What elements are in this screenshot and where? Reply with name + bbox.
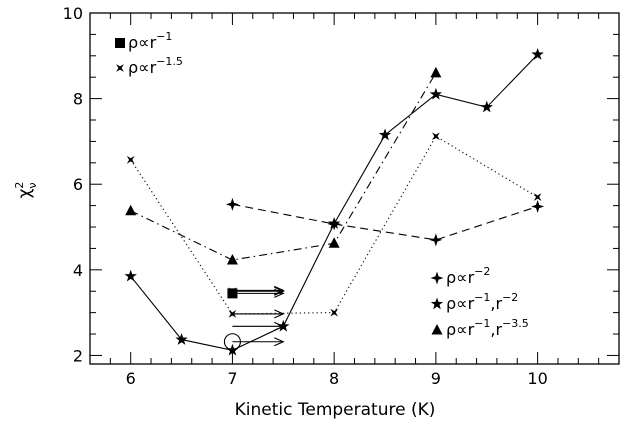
limit-arrow-head	[274, 309, 285, 319]
legend-exponent: −2	[474, 265, 490, 278]
marker-layer	[124, 48, 545, 356]
y-tick-label: 6	[73, 175, 83, 194]
triangle-mark	[125, 204, 137, 216]
data-point	[531, 199, 545, 213]
data-point	[378, 128, 392, 141]
star-mark	[429, 87, 443, 100]
y-tick-label: 8	[73, 90, 83, 109]
limit-arrow-head	[274, 286, 285, 296]
highlight-circle	[223, 333, 241, 351]
data-point	[175, 333, 188, 345]
legend-marker	[430, 297, 444, 310]
legend-marker	[431, 324, 443, 335]
legend-label: ρ∝r−1.5	[128, 55, 183, 77]
fourstar-mark	[430, 271, 444, 285]
star-mark	[531, 48, 544, 60]
series-layer	[130, 54, 538, 351]
legend-exponent: −2	[502, 291, 518, 304]
star-mark	[480, 100, 493, 113]
legend-base: ρ∝r	[446, 320, 475, 339]
data-point	[124, 269, 137, 282]
legend-label: ρ∝r−2	[446, 265, 490, 287]
cross-mark	[431, 132, 440, 141]
data-point	[429, 87, 443, 100]
legend-exponent: −1.5	[156, 55, 183, 68]
star-mark	[378, 128, 392, 141]
legend-label: ρ∝r−1	[128, 30, 172, 52]
star-mark	[277, 319, 290, 332]
legend-base: ρ∝r	[446, 294, 475, 313]
data-point	[277, 319, 290, 332]
data-point	[126, 155, 135, 164]
legend-marker	[115, 38, 125, 48]
data-point	[330, 308, 339, 317]
legend-layer: ρ∝r−1ρ∝r−1.5ρ∝r−2ρ∝r−1,r−2ρ∝r−1,r−3.5	[115, 30, 529, 339]
cross-mark	[330, 308, 339, 317]
legend-label: ρ∝r−1,r−2	[446, 291, 518, 313]
data-point	[225, 197, 239, 211]
star-mark	[430, 297, 444, 310]
y-axis-title: χ2ν	[13, 182, 39, 199]
tick-layer: 6 7 8 9 10 2 4 6 8 10	[63, 4, 620, 388]
triangle-mark	[328, 237, 340, 248]
data-point	[431, 132, 440, 141]
legend-exponent: −3.5	[502, 317, 529, 330]
x-tick-label: 10	[527, 369, 547, 388]
fourstar-mark	[225, 197, 239, 211]
triangle-mark	[226, 253, 238, 265]
data-point	[125, 204, 137, 216]
limit-arrow-head	[274, 285, 285, 295]
square-mark	[115, 38, 125, 48]
x-axis-title: Kinetic Temperature (K)	[235, 400, 436, 420]
cross-mark	[116, 64, 124, 72]
series-line	[130, 54, 538, 351]
legend-label: ρ∝r−1,r−3.5	[446, 317, 529, 339]
series-line	[232, 203, 538, 241]
legend-exponent: −1	[474, 317, 490, 330]
data-point	[327, 217, 341, 229]
data-point	[430, 66, 442, 78]
data-point	[226, 253, 238, 265]
y-tick-label: 4	[73, 261, 83, 280]
data-point	[328, 237, 340, 248]
data-point	[429, 233, 443, 247]
x-tick-label: 9	[431, 369, 441, 388]
legend-base: ,r	[490, 294, 502, 313]
triangle-mark	[431, 324, 443, 335]
legend-base: ρ∝r	[128, 33, 157, 52]
y-tick-label: 2	[73, 346, 83, 365]
limit-arrow-head	[274, 337, 285, 347]
legend-marker	[430, 271, 444, 285]
x-tick-label: 6	[126, 369, 136, 388]
y-axis-sub: ν	[26, 182, 39, 188]
legend-base: ρ∝r	[128, 58, 157, 77]
y-axis-chi: χ	[15, 188, 35, 198]
fourstar-mark	[429, 233, 443, 247]
star-mark	[124, 269, 137, 282]
y-tick-label: 10	[63, 4, 83, 23]
star-mark	[175, 333, 188, 345]
series-line	[130, 72, 437, 261]
legend-exponent: −1	[474, 291, 490, 304]
cross-mark	[533, 193, 542, 201]
data-point	[533, 193, 542, 201]
x-tick-label: 7	[227, 369, 237, 388]
star-mark	[327, 217, 341, 229]
cross-mark	[126, 155, 135, 164]
legend-base: ,r	[490, 320, 502, 339]
y-axis-sup: 2	[13, 182, 26, 189]
limit-arrow-head	[274, 321, 285, 331]
legend-exponent: −1	[156, 30, 172, 43]
legend-marker	[116, 64, 124, 72]
data-point	[480, 100, 493, 113]
svg-text:χ2ν: χ2ν	[13, 182, 39, 199]
triangle-mark	[430, 66, 442, 78]
data-point	[531, 48, 544, 60]
legend-base: ρ∝r	[446, 268, 475, 287]
x-tick-label: 8	[329, 369, 339, 388]
fourstar-mark	[531, 199, 545, 213]
